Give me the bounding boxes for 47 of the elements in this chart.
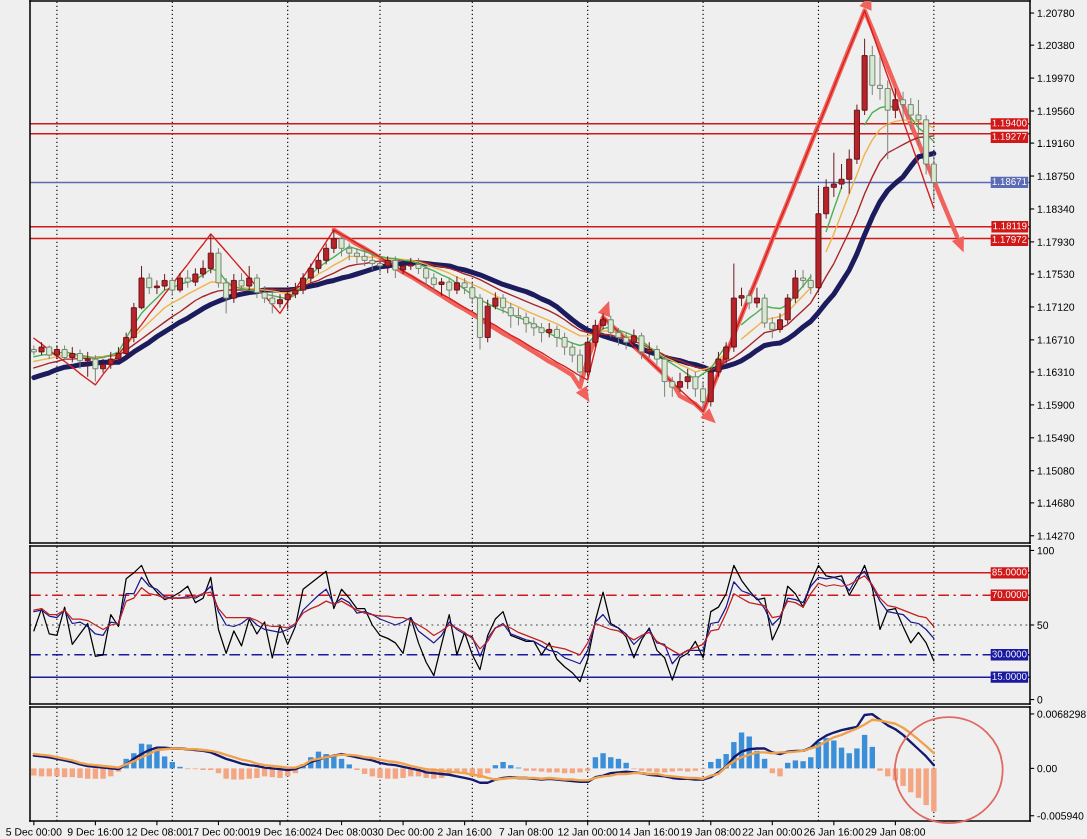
y-tick-label: 1.17930 [1037,238,1075,246]
ref-line-label: 30.0000 [992,650,1027,658]
y-tick-label: 1.17530 [1037,270,1075,278]
y-tick-label: 1.18750 [1037,172,1075,180]
x-tick-label: 24 Dec 08:00 [311,828,373,836]
x-tick-label: 5 Dec 00:00 [6,828,62,836]
ref-line-label: 1.19400 [992,119,1027,127]
x-tick-label: 17 Dec 00:00 [188,828,250,836]
ref-line-label: 1.18119 [993,222,1027,230]
y-tick-label: -0.005940 [1037,812,1084,820]
x-tick-label: 22 Jan 00:00 [742,828,803,836]
y-tick-label: 1.15900 [1037,401,1075,409]
y-tick-label: 50 [1037,621,1049,629]
ref-line-label: 1.19277 [992,133,1027,140]
y-tick-label: 1.18340 [1037,205,1075,213]
y-tick-label: 0.00 [1037,764,1057,773]
y-tick-label: 1.14270 [1037,532,1075,540]
y-tick-label: 1.14680 [1037,499,1075,507]
y-tick-label: 0.0068298 [1037,710,1086,718]
ref-line-label: 15.0000 [992,672,1027,680]
x-tick-label: 2 Jan 16:00 [437,828,492,836]
ref-line-label: 70.0000 [992,590,1027,598]
x-tick-label: 9 Dec 16:00 [67,828,124,836]
y-tick-label: 1.20780 [1037,9,1075,17]
x-tick-label: 12 Dec 08:00 [126,828,188,836]
x-tick-label: 7 Jan 08:00 [499,828,553,836]
y-tick-label: 100 [1037,546,1054,555]
ref-line-label: 85.0000 [992,568,1027,576]
x-tick-label: 30 Dec 00:00 [372,828,434,836]
x-tick-label: 19 Dec 16:00 [249,828,311,836]
ref-line-label: 1.17972 [992,235,1027,243]
x-tick-label: 19 Jan 08:00 [681,828,741,836]
y-tick-label: 1.19160 [1037,139,1075,147]
y-tick-label: 1.19560 [1037,107,1075,115]
x-tick-label: 29 Jan 08:00 [865,828,926,836]
y-tick-label: 1.17120 [1037,303,1075,311]
x-tick-label: 26 Jan 16:00 [804,828,864,836]
ref-line-label: 1.18671 [992,178,1027,185]
y-tick-label: 1.16310 [1037,368,1075,376]
y-tick-label: 0 [1037,696,1043,704]
y-tick-label: 1.20380 [1037,41,1075,50]
x-tick-label: 14 Jan 16:00 [619,828,679,836]
y-tick-label: 1.16710 [1037,336,1075,344]
y-tick-label: 1.15490 [1037,434,1075,442]
x-tick-label: 12 Jan 00:00 [558,828,618,836]
y-tick-label: 1.15080 [1037,467,1075,475]
y-tick-label: 1.19970 [1037,74,1075,82]
